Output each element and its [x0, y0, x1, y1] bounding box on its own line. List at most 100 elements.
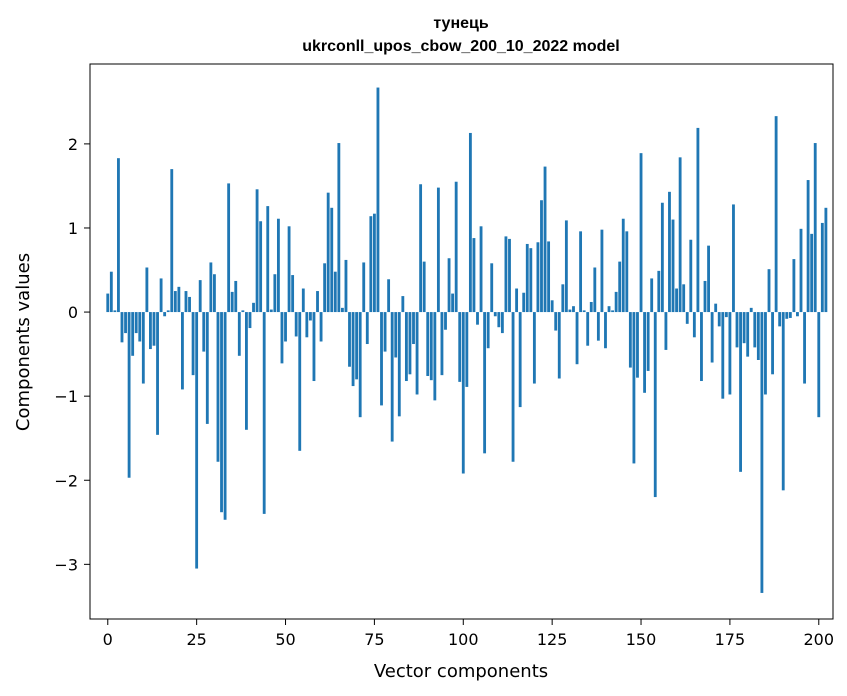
- bar: [774, 116, 778, 313]
- bar: [572, 306, 575, 313]
- y-tick-label: 1: [68, 219, 78, 238]
- bar: [177, 286, 181, 313]
- bar: [131, 312, 135, 356]
- bar: [500, 312, 504, 334]
- bar: [700, 312, 703, 382]
- bar: [653, 312, 657, 498]
- bar: [788, 312, 792, 318]
- bar: [650, 278, 654, 313]
- bar: [319, 312, 323, 342]
- bar: [511, 312, 515, 462]
- bar: [465, 312, 469, 387]
- bar: [117, 158, 120, 313]
- bar: [213, 274, 216, 313]
- bar: [703, 280, 707, 313]
- bar: [724, 312, 728, 318]
- x-tick-label: 0: [103, 630, 113, 649]
- bar: [152, 312, 156, 346]
- bar: [614, 291, 618, 313]
- bar: [490, 263, 494, 313]
- bar: [767, 269, 771, 313]
- bar: [337, 143, 341, 313]
- x-tick-label: 75: [364, 630, 384, 649]
- bar: [401, 296, 405, 313]
- y-tick-label: 0: [68, 303, 78, 322]
- bar: [806, 180, 810, 313]
- bar: [287, 226, 291, 313]
- bar: [134, 312, 138, 334]
- bar: [184, 291, 188, 313]
- bar: [109, 271, 113, 313]
- bar: [760, 312, 764, 593]
- bar: [803, 312, 806, 384]
- bar: [536, 242, 540, 313]
- bar: [429, 312, 433, 381]
- bar: [426, 312, 430, 376]
- bar: [824, 207, 828, 313]
- bar: [682, 284, 686, 313]
- bar: [543, 166, 547, 313]
- bar: [799, 228, 803, 313]
- bar: [415, 312, 419, 395]
- bar: [408, 312, 412, 375]
- bar: [547, 241, 551, 313]
- bar: [227, 183, 231, 313]
- bar: [181, 312, 184, 390]
- bar: [611, 310, 615, 313]
- bar: [365, 312, 369, 345]
- bar: [120, 312, 124, 343]
- bar: [607, 306, 611, 313]
- bar: [568, 309, 572, 313]
- bar: [458, 312, 462, 382]
- bar: [220, 312, 223, 513]
- bar: [785, 312, 789, 319]
- bar: [596, 312, 600, 341]
- bar: [291, 275, 295, 313]
- bar: [216, 312, 220, 462]
- bar: [301, 288, 305, 313]
- bar: [781, 312, 785, 491]
- bar: [589, 301, 593, 313]
- bar: [166, 310, 170, 313]
- bar: [639, 153, 643, 313]
- chart-subtitle: ukrconll_upos_cbow_200_10_2022 model: [302, 38, 619, 55]
- bar: [436, 187, 440, 313]
- bar: [479, 226, 483, 313]
- bar: [444, 312, 447, 330]
- bar: [316, 291, 319, 313]
- bar: [248, 312, 252, 329]
- bar: [308, 312, 312, 321]
- bar: [294, 312, 298, 337]
- bar: [668, 191, 671, 313]
- bar: [383, 312, 387, 352]
- bar: [739, 312, 742, 472]
- bar: [710, 312, 714, 363]
- bar: [340, 307, 344, 313]
- bar: [476, 312, 479, 325]
- x-tick-label: 25: [186, 630, 206, 649]
- bar: [198, 280, 202, 313]
- bar: [106, 293, 110, 313]
- bar: [664, 312, 668, 350]
- y-axis-ticks: −3 −2 −1 0 1 2: [54, 135, 90, 574]
- bar: [454, 181, 458, 313]
- bar: [156, 312, 159, 435]
- bar: [376, 87, 380, 313]
- bar: [245, 312, 248, 430]
- bar: [188, 296, 191, 313]
- bar: [422, 261, 426, 313]
- bar: [145, 267, 149, 313]
- bar: [728, 312, 732, 395]
- bar: [412, 312, 415, 345]
- y-axis-label: Components values: [13, 253, 34, 431]
- x-tick-label: 200: [804, 630, 835, 649]
- bar: [326, 192, 330, 313]
- bar: [714, 303, 718, 313]
- bar: [685, 312, 689, 324]
- bar: [362, 262, 366, 313]
- bar: [380, 312, 383, 406]
- bar: [604, 312, 607, 349]
- bar: [813, 143, 817, 313]
- bar: [557, 312, 561, 379]
